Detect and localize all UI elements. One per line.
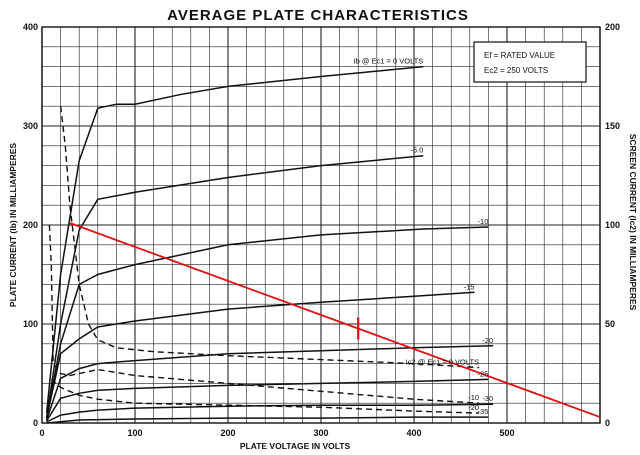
y2-tick-label: 50 (605, 319, 615, 329)
x-axis-label: PLATE VOLTAGE IN VOLTS (240, 441, 351, 451)
y-tick-label: 300 (23, 121, 38, 131)
legend-line-1: Ef = RATED VALUE (484, 51, 555, 60)
plate-curve-label: -10 (478, 217, 489, 226)
curves (45, 65, 601, 424)
y-tick-label: 200 (23, 220, 38, 230)
grid-lines (41, 26, 601, 424)
legend-box: Ef = RATED VALUE Ec2 = 250 VOLTS (473, 41, 587, 83)
y-axis-label: PLATE CURRENT (Ib) IN MILLIAMPERES (8, 143, 18, 307)
plate-curve-label: -35 (478, 407, 489, 416)
y-tick-label: 0 (33, 418, 38, 428)
plate-curve (45, 345, 494, 421)
plot-frame (41, 26, 601, 424)
screen-curve-label: -10 (468, 393, 479, 402)
screen-curve-label: Ic2 @ Ec1 = 0 VOLTS (406, 358, 480, 367)
plate-curve-label: -15 (464, 282, 475, 291)
plate-curve-label: -25 (478, 369, 489, 378)
plate-curve (46, 416, 489, 424)
plate-curve (45, 378, 489, 422)
screen-curve (48, 224, 480, 404)
curve-labels: Ib @ Ec1 = 0 VOLTS -5.0 -10 -15 -20 -25 -30 -35… (354, 57, 494, 416)
plate-curve-label: -30 (482, 394, 493, 403)
plate-curve (45, 226, 489, 419)
plate-curve (45, 154, 424, 419)
y2-tick-label: 100 (605, 220, 620, 230)
y2-tick-label: 150 (605, 121, 620, 131)
y-tick-label: 100 (23, 319, 38, 329)
chart-title: AVERAGE PLATE CHARACTERISTICS (167, 7, 469, 24)
x-tick-label: 0 (39, 428, 44, 438)
screen-curve-label: -20 (468, 403, 479, 412)
plate-curve-label: -5.0 (410, 146, 423, 155)
plate-curve-label: -20 (482, 336, 493, 345)
legend-line-2: Ec2 = 250 VOLTS (484, 66, 548, 75)
y2-tick-label: 200 (605, 22, 620, 32)
x-tick-label: 200 (220, 428, 235, 438)
plate-curve (46, 403, 494, 423)
y2-axis-label: SCREEN CURRENT (Ic2) IN MILLIAMPERES (628, 134, 638, 311)
plate-curve (45, 291, 475, 419)
y-tick-label: 400 (23, 22, 38, 32)
x-tick-label: 400 (406, 428, 421, 438)
legend-box-frame (473, 41, 587, 83)
axis-ticks: 0 100 200 300 400 500 0 100 200 300 400 0 50 100 150 20… (23, 22, 620, 438)
y2-tick-label: 0 (605, 418, 610, 428)
plate-curve-label: Ib @ Ec1 = 0 VOLTS (354, 57, 424, 66)
x-tick-label: 500 (499, 428, 514, 438)
load-line (69, 222, 601, 418)
plate-curve (45, 65, 424, 414)
x-tick-label: 100 (127, 428, 142, 438)
x-tick-label: 300 (313, 428, 328, 438)
